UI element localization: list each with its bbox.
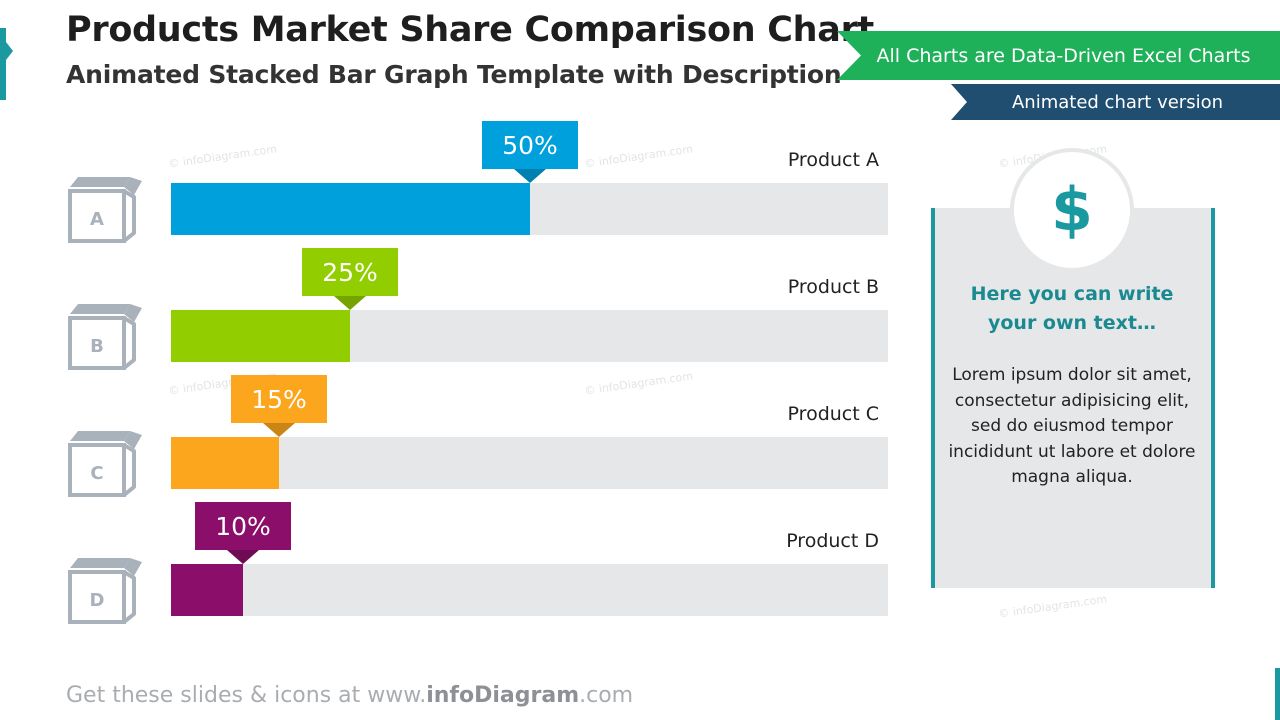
bar [171, 564, 243, 616]
watermark: © infoDiagram.com [997, 592, 1108, 621]
panel-heading: Here you can write your own text… [970, 283, 1174, 334]
footer-suffix: .com [579, 683, 634, 708]
box-icon [68, 558, 142, 624]
category-label: Product C [787, 403, 879, 425]
box-icon [68, 431, 142, 497]
category-label: Product B [787, 276, 879, 298]
animated-version-ribbon: Animated chart version [951, 84, 1280, 120]
box-letter: C [90, 463, 104, 484]
footer-credit: Get these slides & icons at www.infoDiag… [66, 683, 633, 708]
value-label: 25% [302, 248, 398, 296]
value-label: 10% [195, 502, 291, 550]
value-label-pointer [514, 169, 546, 183]
bar [171, 437, 279, 489]
value-label-pointer [334, 296, 366, 310]
watermark: © infoDiagram.com [583, 369, 694, 398]
value-label: 50% [482, 121, 578, 169]
bar-track [171, 564, 888, 616]
panel-body-text: Lorem ipsum dolor sit amet, consectetur … [948, 365, 1196, 487]
box-letter: B [90, 336, 104, 357]
box-letter: D [89, 590, 105, 611]
bar [171, 183, 530, 235]
watermark: © infoDiagram.com [167, 142, 278, 171]
footer-prefix: Get these slides & icons at www. [66, 683, 427, 708]
dollar-icon-circle: $ [1010, 148, 1134, 272]
watermark: © infoDiagram.com [583, 142, 694, 171]
box-icon [68, 304, 142, 370]
category-label: Product A [787, 149, 879, 171]
data-driven-ribbon: All Charts are Data-Driven Excel Charts [837, 31, 1280, 80]
right-accent-bar [1275, 668, 1280, 720]
value-label-pointer [227, 550, 259, 564]
bar-track [171, 183, 888, 235]
box-icon [68, 177, 142, 243]
page-title: Products Market Share Comparison Chart [66, 10, 874, 50]
bar [171, 310, 350, 362]
footer-brand: infoDiagram [426, 683, 580, 708]
value-label-pointer [263, 423, 295, 437]
left-accent-tab [0, 28, 13, 100]
category-label: Product D [786, 530, 879, 552]
bar-track [171, 310, 888, 362]
page-subtitle: Animated Stacked Bar Graph Template with… [66, 60, 842, 89]
bar-track [171, 437, 888, 489]
box-letter: A [90, 209, 104, 230]
value-label: 15% [231, 375, 327, 423]
dollar-icon: $ [1051, 175, 1093, 245]
